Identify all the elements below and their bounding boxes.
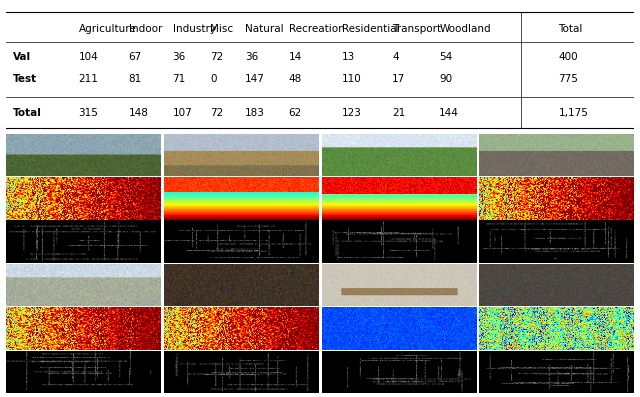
Text: 183: 183 [244, 108, 264, 118]
Text: 62: 62 [289, 108, 302, 118]
Text: 36: 36 [244, 52, 258, 62]
Text: Total: Total [558, 24, 582, 34]
Text: 54: 54 [439, 52, 452, 62]
Text: 148: 148 [129, 108, 148, 118]
Text: Natural: Natural [244, 24, 284, 34]
Text: 775: 775 [558, 74, 578, 84]
Text: 48: 48 [289, 74, 302, 84]
Text: 36: 36 [173, 52, 186, 62]
Text: Val: Val [13, 52, 31, 62]
Text: Agriculture: Agriculture [79, 24, 136, 34]
Text: 400: 400 [558, 52, 578, 62]
Text: Industry: Industry [173, 24, 216, 34]
Text: 1,175: 1,175 [558, 108, 588, 118]
Text: 123: 123 [342, 108, 362, 118]
Text: 21: 21 [392, 108, 405, 118]
Text: 72: 72 [211, 108, 223, 118]
Text: 81: 81 [129, 74, 142, 84]
Text: 71: 71 [173, 74, 186, 84]
Text: 104: 104 [79, 52, 99, 62]
Text: 14: 14 [289, 52, 302, 62]
Text: 17: 17 [392, 74, 405, 84]
Text: 147: 147 [244, 74, 264, 84]
Text: 4: 4 [392, 52, 399, 62]
Text: Misc: Misc [211, 24, 234, 34]
Text: Test: Test [13, 74, 36, 84]
Text: 67: 67 [129, 52, 142, 62]
Text: 0: 0 [211, 74, 217, 84]
Text: Transport: Transport [392, 24, 441, 34]
Text: Indoor: Indoor [129, 24, 162, 34]
Text: 110: 110 [342, 74, 362, 84]
Text: 72: 72 [211, 52, 223, 62]
Text: 315: 315 [79, 108, 99, 118]
Text: Total: Total [13, 108, 42, 118]
Text: 13: 13 [342, 52, 355, 62]
Text: Recreation: Recreation [289, 24, 344, 34]
Text: 144: 144 [439, 108, 459, 118]
Text: 90: 90 [439, 74, 452, 84]
Text: 107: 107 [173, 108, 193, 118]
Text: Woodland: Woodland [439, 24, 491, 34]
Text: 211: 211 [79, 74, 99, 84]
Text: Residential: Residential [342, 24, 399, 34]
